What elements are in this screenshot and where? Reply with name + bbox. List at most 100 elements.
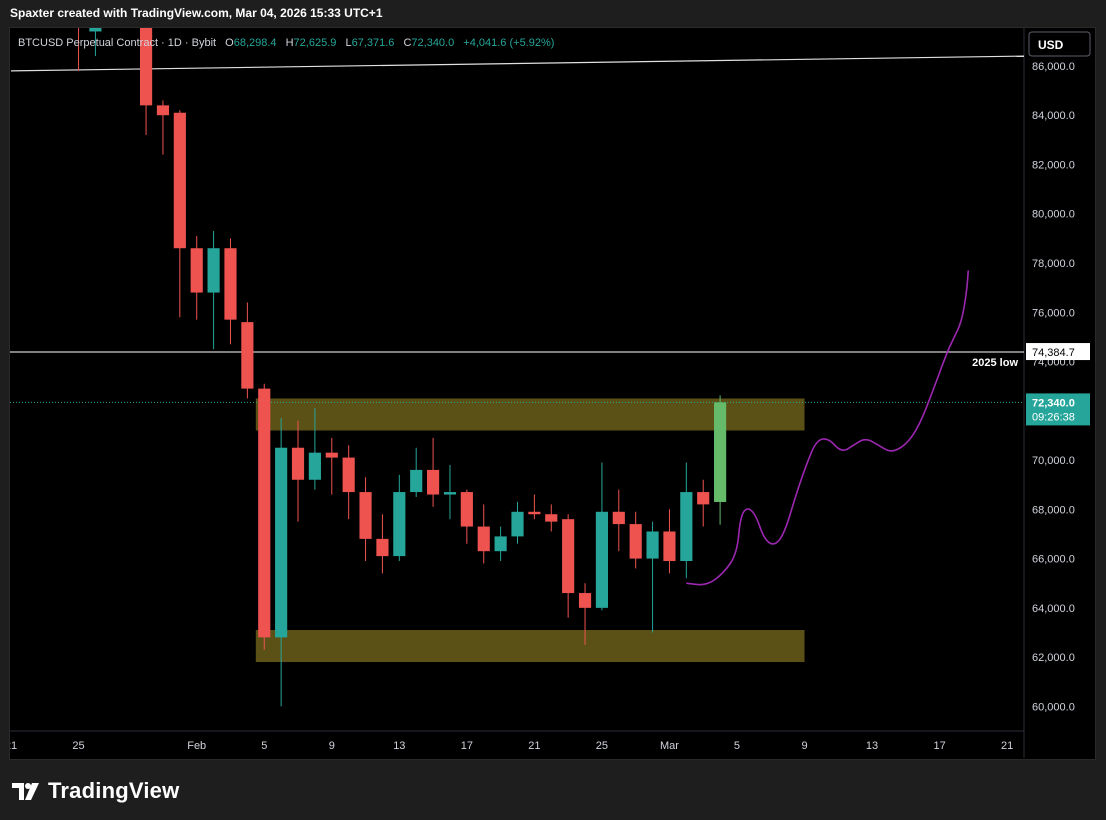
candle-body — [443, 492, 457, 495]
price-marker-2025-low-value: 74,384.7 — [1032, 347, 1075, 359]
time-tick-label: 9 — [801, 740, 807, 752]
candle[interactable] — [190, 235, 203, 320]
candle-body — [427, 469, 440, 495]
candle[interactable] — [646, 521, 659, 633]
candle[interactable] — [714, 395, 727, 525]
candle[interactable] — [207, 230, 220, 350]
candle-body — [663, 531, 676, 562]
tradingview-logo-icon — [12, 783, 39, 800]
candle[interactable] — [460, 489, 473, 544]
candle[interactable] — [359, 477, 372, 562]
last-price-value: 72,340.0 — [1032, 397, 1075, 409]
candles — [72, 28, 727, 707]
candle[interactable] — [494, 526, 507, 562]
candle[interactable] — [562, 514, 575, 618]
candle[interactable] — [72, 28, 84, 71]
low-value: 67,371.6 — [352, 37, 395, 49]
candle[interactable] — [427, 437, 440, 507]
price-tick-label: 62,000.0 — [1032, 652, 1075, 664]
candle-body — [697, 492, 710, 505]
support-resistance-zone[interactable] — [255, 630, 805, 663]
candle-body — [224, 248, 237, 320]
candle[interactable] — [697, 479, 710, 527]
candle-body — [89, 28, 102, 32]
candle-body — [410, 469, 423, 493]
time-tick-label: 25 — [596, 740, 608, 752]
candle[interactable] — [325, 437, 338, 495]
candle[interactable] — [528, 494, 541, 520]
price-tick-label: 70,000.0 — [1032, 455, 1075, 467]
candle[interactable] — [578, 583, 592, 645]
candle-body — [714, 402, 727, 502]
price-tick-label: 60,000.0 — [1032, 701, 1075, 713]
price-tick-label: 68,000.0 — [1032, 504, 1075, 516]
candle[interactable] — [393, 474, 406, 562]
candle[interactable] — [612, 489, 625, 552]
candle[interactable] — [224, 238, 237, 345]
candle[interactable] — [258, 383, 271, 650]
candle[interactable] — [680, 462, 693, 579]
candle-body — [291, 447, 305, 480]
tradingview-logo[interactable]: TradingView — [12, 778, 179, 804]
candle-body — [494, 536, 507, 552]
currency-label: USD — [1038, 38, 1064, 52]
price-tick-label: 66,000.0 — [1032, 554, 1075, 566]
grid — [10, 28, 1025, 758]
candle[interactable] — [663, 509, 676, 574]
close-label: C — [403, 37, 411, 49]
candle[interactable] — [376, 514, 389, 574]
trendline[interactable] — [10, 55, 1025, 72]
currency-button[interactable]: USD — [1028, 31, 1091, 57]
candle-body — [545, 514, 558, 522]
support-resistance-zone[interactable] — [255, 398, 805, 431]
attribution-text: Spaxter created with TradingView.com, Ma… — [10, 6, 383, 20]
candle-body — [275, 447, 288, 638]
candle-body — [156, 105, 170, 116]
candle[interactable] — [545, 504, 558, 532]
time-tick-label: 17 — [461, 740, 473, 752]
candle[interactable] — [173, 110, 186, 318]
candle[interactable] — [156, 100, 170, 155]
close-value: 72,340.0 — [411, 37, 454, 49]
candle-body — [393, 492, 406, 557]
time-axis: 21 25 Feb 5 9 13 17 21 25 Mar 5 9 13 17 21 — [10, 740, 1013, 752]
candle[interactable] — [139, 28, 153, 135]
candle-body — [258, 388, 271, 638]
candle[interactable] — [241, 302, 254, 399]
candle[interactable] — [410, 447, 423, 497]
open-value: 68,298.4 — [234, 37, 277, 49]
symbol-name: BTCUSD Perpetual Contract · 1D · Bybit — [18, 37, 216, 49]
candle-body — [460, 492, 473, 527]
candle-body — [595, 511, 608, 608]
candle[interactable] — [595, 462, 608, 611]
high-value: 72,625.9 — [294, 37, 337, 49]
candle[interactable] — [308, 408, 321, 490]
candle-body — [308, 452, 321, 480]
candle[interactable] — [511, 501, 524, 544]
candle[interactable] — [477, 504, 490, 564]
high-label: H — [286, 37, 294, 49]
price-tick-label: 78,000.0 — [1032, 258, 1075, 270]
candle[interactable] — [342, 445, 355, 520]
symbol-legend: BTCUSD Perpetual Contract · 1D · Bybit O… — [18, 37, 554, 49]
candle[interactable] — [629, 511, 642, 569]
price-tick-label: 86,000.0 — [1032, 61, 1075, 73]
candle[interactable] — [89, 28, 102, 57]
low-label: L — [345, 37, 351, 49]
candle[interactable] — [443, 464, 457, 520]
change-value: +4,041.6 (+5.92%) — [463, 37, 554, 49]
candle-body — [528, 511, 541, 515]
price-tick-label: 84,000.0 — [1032, 110, 1075, 122]
candle[interactable] — [275, 418, 288, 707]
zones — [255, 398, 805, 663]
candle[interactable] — [291, 420, 305, 522]
chart-area[interactable]: 60,000.0 62,000.0 64,000.0 66,000.0 68,000.0… — [9, 27, 1096, 760]
time-tick-label: 13 — [866, 740, 878, 752]
price-chart[interactable]: 60,000.0 62,000.0 64,000.0 66,000.0 68,000.0… — [10, 28, 1095, 759]
projection-path[interactable] — [686, 270, 970, 586]
price-labels: 2025 low 74,384.7 72,340.0 09:26:38 — [972, 343, 1090, 426]
candle-body — [359, 492, 372, 539]
time-tick-label: 5 — [261, 740, 267, 752]
open-label: O — [225, 37, 234, 49]
time-tick-label: 21 — [1001, 740, 1013, 752]
